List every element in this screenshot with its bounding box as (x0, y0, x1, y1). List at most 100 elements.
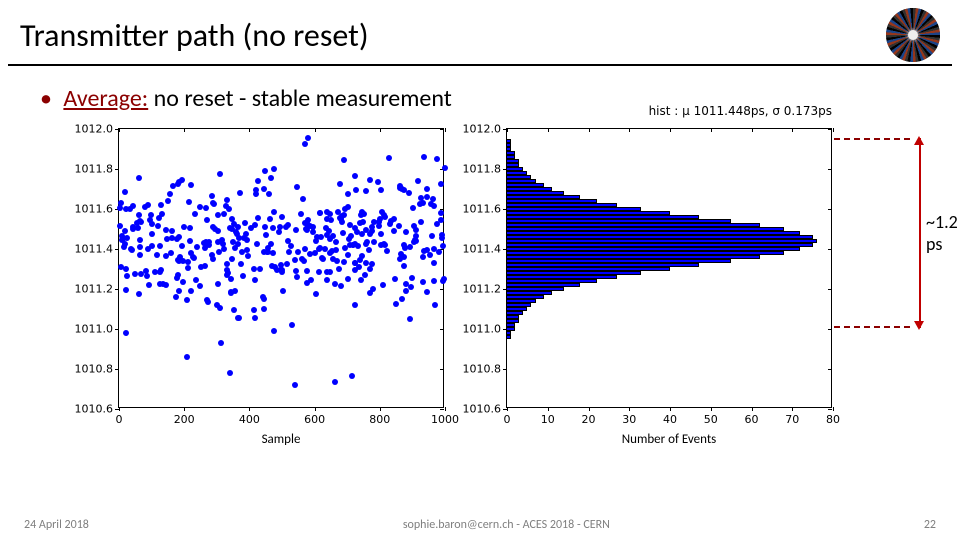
data-point (146, 282, 152, 288)
data-point (440, 243, 446, 249)
data-point (379, 209, 385, 215)
data-point (137, 244, 143, 250)
data-point (235, 315, 241, 321)
data-point (293, 227, 299, 233)
data-point (301, 258, 307, 264)
hist-bar (507, 163, 519, 167)
data-point (130, 203, 136, 209)
data-point (304, 280, 310, 286)
data-point (371, 239, 377, 245)
data-point (319, 255, 325, 261)
bullet-dot: • (40, 84, 52, 113)
hist-bar (507, 283, 580, 287)
data-point (242, 220, 248, 226)
data-point (313, 238, 319, 244)
data-point (302, 246, 308, 252)
hist-bar (507, 239, 817, 243)
ytick-label: 1012.0 (75, 123, 120, 136)
data-point (175, 181, 181, 187)
data-point (434, 156, 440, 162)
data-point (263, 232, 269, 238)
data-point (438, 210, 444, 216)
data-point (391, 228, 397, 234)
hist-bar (507, 191, 564, 195)
figure-area: Phase: Ref.Clk vs Tx (ps) 1010.61010.810… (60, 128, 900, 486)
data-point (316, 269, 322, 275)
data-point (170, 183, 176, 189)
hist-bar (507, 303, 531, 307)
data-point (410, 205, 416, 211)
data-point (138, 271, 144, 277)
data-point (285, 222, 291, 228)
data-point (235, 224, 241, 230)
data-point (268, 175, 274, 181)
data-point (345, 252, 351, 258)
data-point (129, 247, 135, 253)
scatter-xlabel: Sample (262, 432, 301, 447)
data-point (118, 200, 124, 206)
data-point (367, 177, 373, 183)
hist-bar (507, 147, 511, 151)
data-point (436, 249, 442, 255)
data-point (252, 277, 258, 283)
data-point (130, 224, 136, 230)
ytick-label: 1011.8 (463, 163, 508, 176)
hist-bar (507, 199, 597, 203)
data-point (376, 223, 382, 229)
hist-bar (507, 335, 511, 339)
histogram-xlabel: Number of Events (622, 432, 717, 447)
data-point (330, 256, 336, 262)
data-point (271, 209, 277, 215)
ytick-label: 1011.6 (75, 203, 120, 216)
data-point (364, 239, 370, 245)
data-point (262, 224, 268, 230)
data-point (440, 278, 446, 284)
data-point (317, 210, 323, 216)
data-point (173, 294, 179, 300)
data-point (223, 203, 229, 209)
data-point (188, 182, 194, 188)
ytick-label: 1011.6 (463, 203, 508, 216)
ytick-label: 1011.0 (75, 323, 120, 336)
data-point (245, 253, 251, 259)
data-point (137, 252, 143, 258)
data-point (181, 224, 187, 230)
bullet-keyword: Average: (63, 84, 148, 113)
footer-date: 24 April 2018 (24, 518, 89, 532)
data-point (285, 238, 291, 244)
data-point (255, 215, 261, 221)
data-point (221, 211, 227, 217)
data-point (169, 228, 175, 234)
data-point (186, 199, 192, 205)
hist-bar (507, 251, 784, 255)
data-point (305, 135, 311, 141)
hist-bar (507, 287, 564, 291)
data-point (341, 157, 347, 163)
data-point (168, 250, 174, 256)
ytick-label: 1010.6 (75, 403, 120, 416)
data-point (238, 261, 244, 267)
hist-bar (507, 315, 519, 319)
hist-bar (507, 183, 544, 187)
data-point (154, 252, 160, 258)
data-point (294, 274, 300, 280)
data-point (284, 261, 290, 267)
ytick-label: 1010.8 (75, 363, 120, 376)
ytick-label: 1011.8 (75, 163, 120, 176)
data-point (399, 186, 405, 192)
data-point (396, 223, 402, 229)
data-point (407, 316, 413, 322)
data-point (393, 301, 399, 307)
data-point (369, 261, 375, 267)
ytick-label: 1011.2 (463, 283, 508, 296)
hist-bar (507, 291, 552, 295)
data-point (184, 354, 190, 360)
data-point (251, 307, 257, 313)
ytick-label: 1011.4 (463, 243, 508, 256)
data-point (324, 277, 330, 283)
data-point (136, 212, 142, 218)
data-point (270, 250, 276, 256)
data-point (219, 237, 225, 243)
data-point (406, 190, 412, 196)
data-point (265, 245, 271, 251)
